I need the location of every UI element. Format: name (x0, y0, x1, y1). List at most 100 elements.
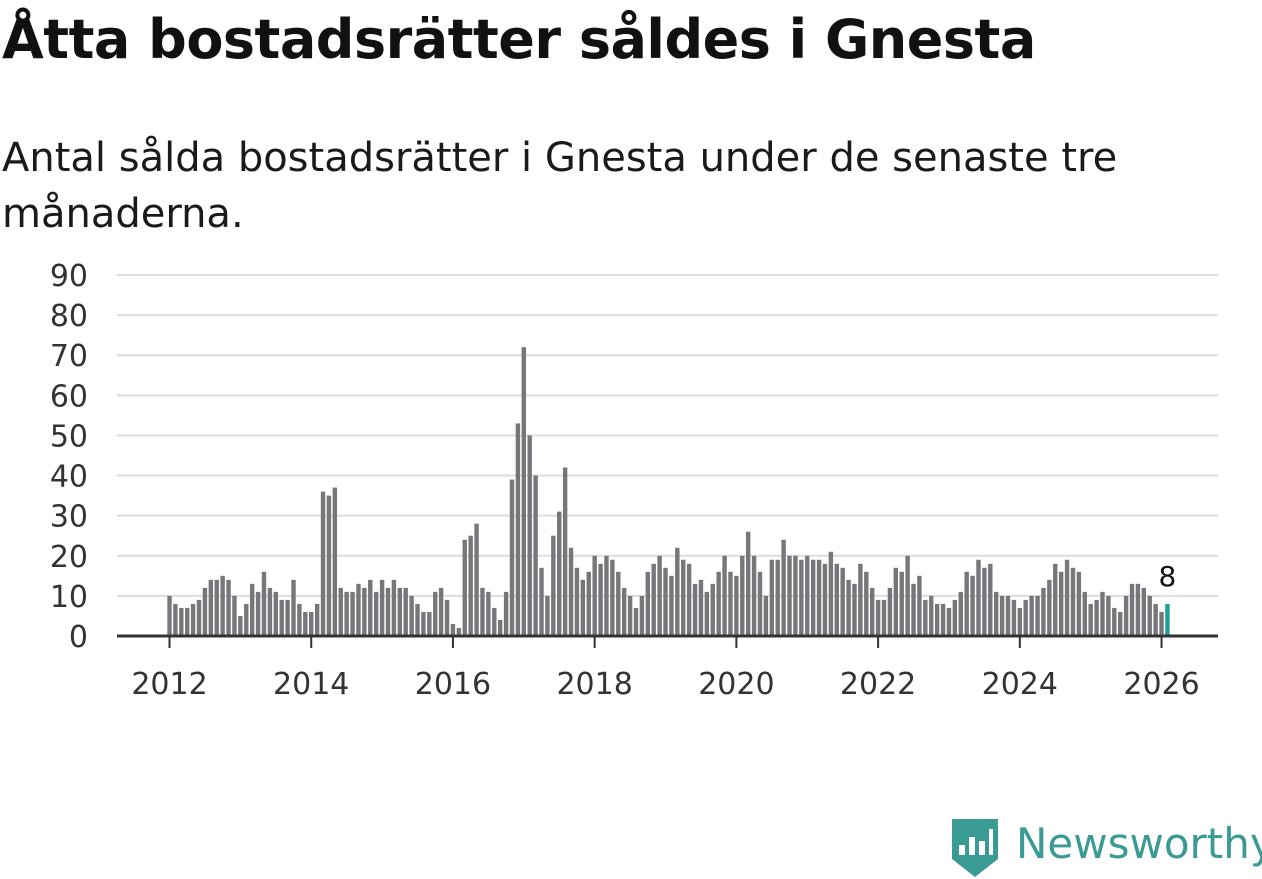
bar (934, 603, 940, 636)
bar (568, 547, 574, 636)
bar (710, 583, 715, 636)
bar (167, 595, 172, 636)
bar (952, 599, 958, 636)
bar (326, 495, 332, 636)
bar (745, 531, 751, 636)
bar (1047, 579, 1052, 636)
bar (586, 571, 591, 636)
bar (403, 587, 408, 636)
bar (497, 619, 503, 636)
x-axis-ticks: 2012 2014 2016 2018 2020 2022 2024 2026 (131, 636, 1200, 702)
bar (574, 567, 580, 636)
bar (244, 603, 249, 636)
bar (592, 555, 597, 636)
bar (521, 347, 526, 636)
y-tick-label: 30 (50, 500, 88, 535)
bar (763, 595, 769, 636)
bar (1011, 599, 1017, 636)
bar (810, 559, 816, 636)
bar (1100, 591, 1105, 636)
bar (173, 603, 178, 636)
bar (846, 579, 851, 636)
bar (864, 571, 869, 636)
y-tick-label: 20 (50, 540, 88, 575)
highlight-value-label: 8 (1159, 560, 1177, 593)
bar (1147, 595, 1152, 636)
bar (775, 559, 780, 636)
y-tick-label: 40 (50, 460, 88, 495)
bar (492, 607, 497, 636)
bar (515, 423, 521, 636)
bar (999, 595, 1005, 636)
x-tick-label: 2012 (131, 667, 207, 702)
bar (1035, 595, 1040, 636)
x-tick-label: 2026 (1123, 667, 1199, 702)
bar (557, 511, 562, 636)
bar (1070, 567, 1076, 636)
bar (214, 579, 219, 636)
bar (238, 615, 243, 636)
bar (633, 607, 639, 636)
bar (273, 591, 278, 636)
bar (480, 587, 485, 636)
x-tick-label: 2014 (273, 667, 349, 702)
bar (929, 595, 934, 636)
y-tick-label: 50 (50, 419, 88, 454)
bar (946, 607, 952, 636)
bar (698, 579, 704, 636)
bar (1029, 595, 1034, 636)
x-tick-label: 2018 (556, 667, 632, 702)
bar (249, 583, 255, 636)
bar (982, 567, 987, 636)
bar (787, 555, 792, 636)
x-tick-label: 2016 (415, 667, 491, 702)
bar (1094, 599, 1099, 636)
bar (255, 591, 261, 636)
bar (734, 575, 739, 636)
bar (692, 583, 698, 636)
bar (1106, 595, 1111, 636)
bar (1123, 595, 1129, 636)
bar (964, 571, 969, 636)
bar (185, 607, 190, 636)
bar (1041, 587, 1046, 636)
bar (379, 579, 385, 636)
bar (344, 591, 349, 636)
data-labels: 8 (1156, 557, 1180, 596)
bar (675, 547, 680, 636)
bar (208, 579, 214, 636)
y-axis-ticks: 0 10 20 30 40 50 60 70 80 90 (50, 259, 88, 655)
bar (551, 535, 556, 636)
chart-title: Åtta bostadsrätter såldes i Gnesta (2, 8, 1036, 71)
bar (645, 571, 651, 636)
x-tick-label: 2024 (982, 667, 1058, 702)
bar (988, 563, 993, 636)
bar (751, 555, 757, 636)
bar (1005, 595, 1011, 636)
bar (1159, 611, 1164, 636)
bar (190, 603, 196, 636)
bar (799, 559, 804, 636)
bar (822, 563, 828, 636)
y-tick-label: 0 (69, 620, 88, 655)
bar (704, 591, 710, 636)
y-tick-label: 90 (50, 259, 88, 294)
bar (686, 563, 692, 636)
bar (657, 555, 662, 636)
bar (911, 583, 916, 636)
bar (444, 599, 450, 636)
grid-lines (117, 274, 1218, 597)
bar (1082, 591, 1087, 636)
bar (450, 623, 456, 636)
bar (1153, 603, 1158, 636)
y-tick-label: 80 (50, 299, 88, 334)
bar (527, 435, 532, 636)
bar (267, 587, 273, 636)
bar (562, 467, 568, 636)
bar (350, 591, 355, 636)
bar (356, 583, 361, 636)
bar (994, 591, 999, 636)
bar (828, 551, 834, 636)
bar (1129, 583, 1135, 636)
y-tick-label: 70 (50, 339, 88, 374)
